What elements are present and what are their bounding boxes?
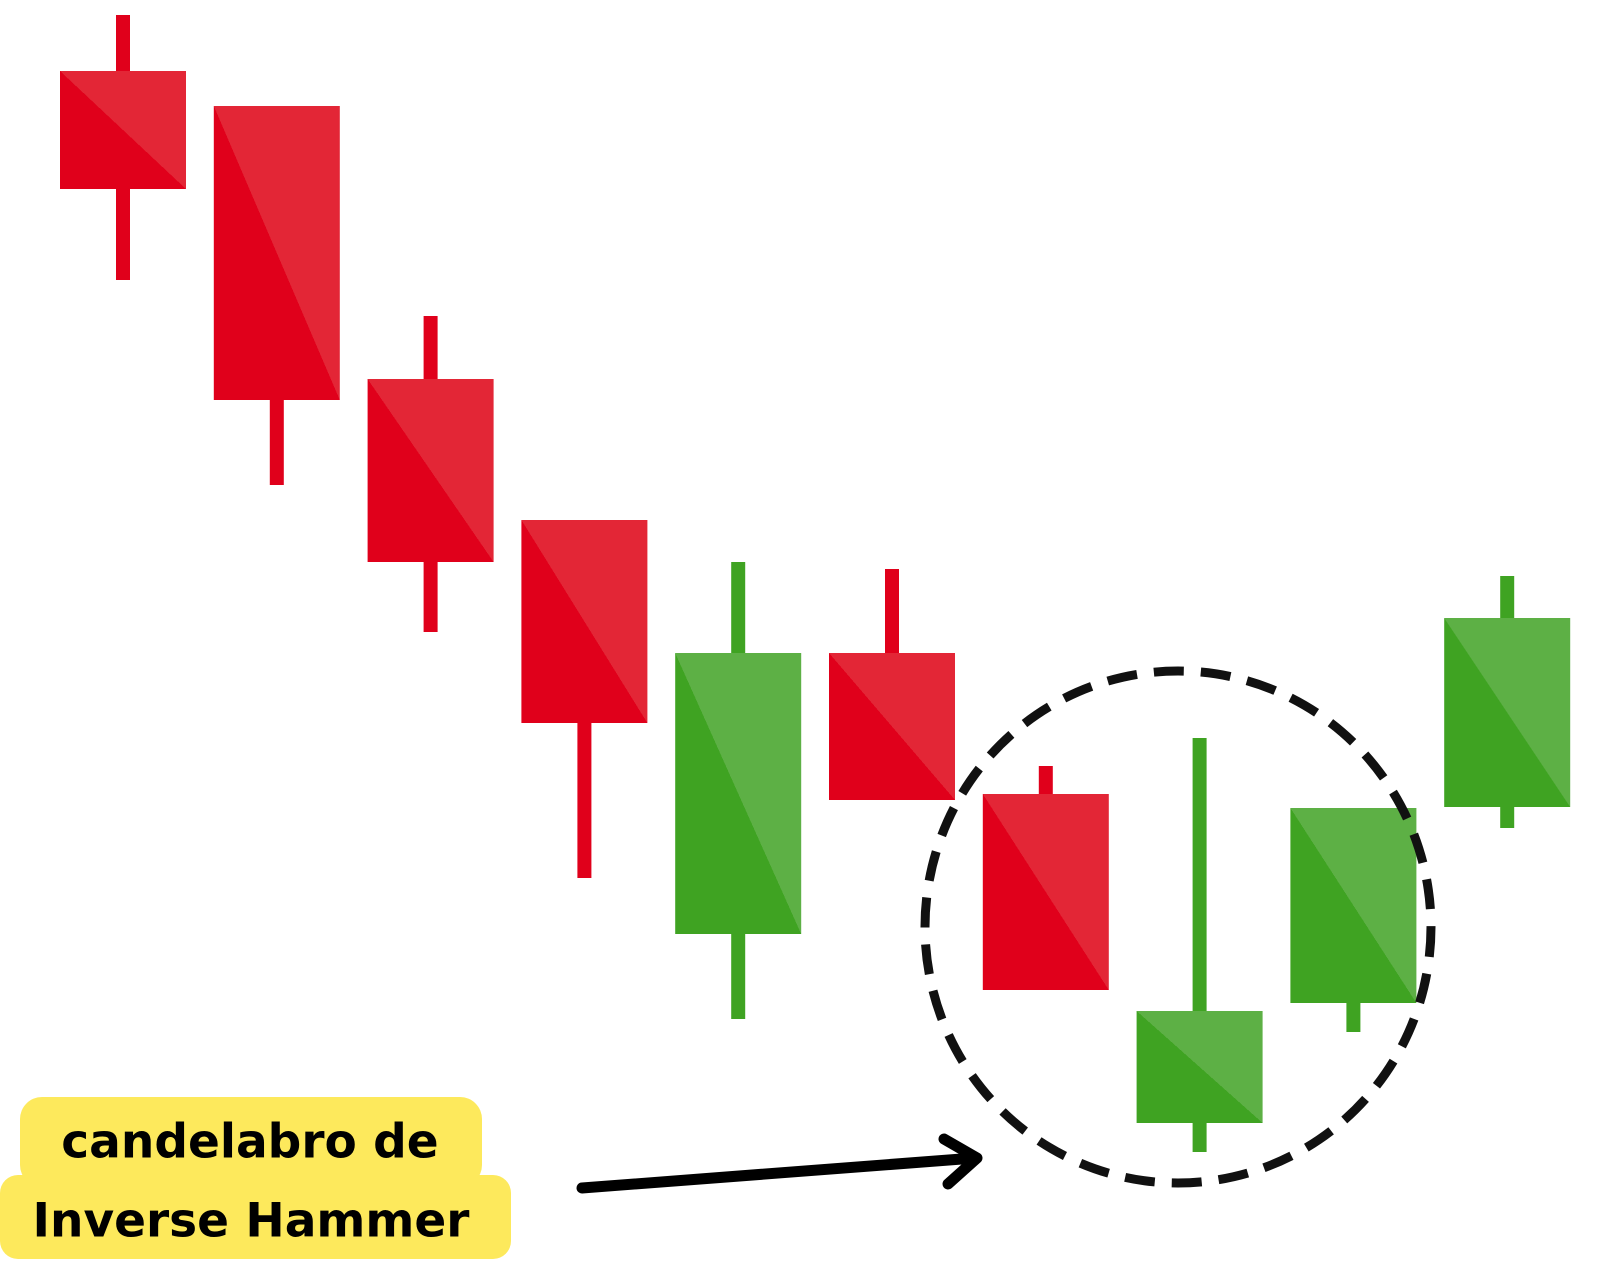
annotation: candelabro de [61, 1115, 438, 1170]
candle-body [60, 71, 186, 189]
candles [60, 15, 1571, 1152]
label-box [0, 1097, 511, 1259]
arrow [576, 1133, 983, 1194]
candle-body [213, 106, 340, 400]
candle-body [982, 794, 1109, 990]
candle-body [367, 379, 494, 562]
candle-body [521, 520, 648, 723]
candle-body [675, 653, 802, 934]
candle-body [829, 653, 955, 800]
candle-body [1290, 808, 1417, 1003]
candle-body [1444, 618, 1571, 807]
annotation: Inverse Hammer [33, 1194, 471, 1249]
candle-body [1136, 1011, 1263, 1123]
highlight-circle [920, 666, 1436, 1188]
